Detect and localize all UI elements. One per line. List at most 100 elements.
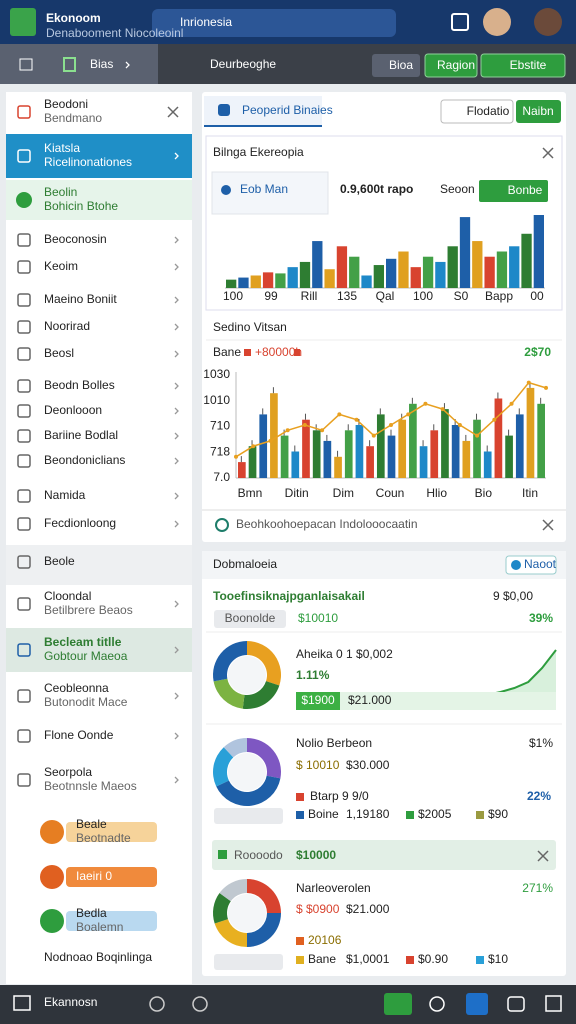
chevron bbox=[125, 61, 130, 69]
doc-icon[interactable] bbox=[63, 57, 76, 72]
bar bbox=[238, 277, 249, 288]
avatar[interactable] bbox=[483, 8, 511, 36]
menu-label[interactable]: Nodnoao Boqinlinga bbox=[44, 950, 152, 964]
home-icon[interactable] bbox=[13, 995, 31, 1011]
chevron bbox=[174, 382, 179, 390]
menu-sublabel[interactable]: Beotnadte bbox=[76, 831, 131, 845]
footer-text: Beohkoohoepacan Indolooocaatin bbox=[236, 517, 418, 531]
legend-swatch bbox=[294, 349, 300, 356]
breadcrumb[interactable]: Bias bbox=[90, 57, 113, 71]
toolbar-button[interactable] bbox=[372, 54, 420, 77]
nav-icon[interactable] bbox=[429, 996, 445, 1012]
menu-sublabel[interactable]: Butonodit Mace bbox=[44, 695, 128, 709]
toolbar-button-label[interactable]: Bioa bbox=[389, 58, 413, 72]
close-icon[interactable] bbox=[537, 850, 549, 862]
bar bbox=[312, 241, 323, 288]
trend-point bbox=[544, 385, 548, 390]
menu-label[interactable]: Bariine Bodlal bbox=[44, 428, 118, 442]
donut-segment bbox=[223, 738, 247, 758]
menu-label[interactable]: Beoconosin bbox=[44, 232, 107, 246]
close-icon[interactable] bbox=[542, 519, 554, 531]
menu-icon bbox=[17, 293, 31, 307]
menu-label[interactable]: Seorpola bbox=[44, 765, 92, 779]
menu-label[interactable]: Bedla bbox=[76, 906, 107, 920]
menu-icon bbox=[17, 773, 31, 787]
avatar[interactable] bbox=[534, 8, 562, 36]
menu-label[interactable]: Fecdionloong bbox=[44, 516, 116, 530]
menu-icon bbox=[17, 429, 31, 443]
menu-label[interactable]: Beolin bbox=[44, 185, 77, 199]
toolbar-button[interactable] bbox=[480, 53, 566, 78]
bar bbox=[280, 435, 289, 478]
menu-sublabel[interactable]: Beotnnsle Maeos bbox=[44, 779, 137, 793]
bar bbox=[537, 403, 545, 478]
menu-sublabel[interactable]: Bohicin Btohe bbox=[44, 199, 118, 213]
summary-heading: Tooefinsiknajpganlaisakail bbox=[213, 589, 365, 603]
chevron bbox=[174, 263, 179, 271]
nav-icon[interactable] bbox=[507, 996, 525, 1012]
close-icon[interactable] bbox=[167, 106, 179, 118]
bar bbox=[336, 246, 348, 288]
menu-icon bbox=[17, 404, 31, 418]
button-label[interactable]: Naibn bbox=[522, 104, 553, 118]
button-label[interactable]: Flodatio bbox=[467, 104, 510, 118]
nav-icon[interactable] bbox=[149, 996, 165, 1012]
nav-icon[interactable] bbox=[192, 996, 208, 1012]
donut-segment bbox=[212, 893, 231, 924]
donut-hole bbox=[228, 753, 266, 791]
menu-label[interactable]: Iaeiri 0 bbox=[76, 869, 112, 883]
chevron bbox=[174, 350, 179, 358]
menu-label[interactable]: Beosl bbox=[44, 346, 74, 360]
menu-sublabel[interactable]: Betilbrere Beaos bbox=[44, 603, 133, 617]
menu-label[interactable]: Maeino Boniit bbox=[44, 292, 117, 306]
menu-label[interactable]: Beole bbox=[44, 554, 75, 568]
bar bbox=[459, 217, 471, 288]
home-icon[interactable] bbox=[19, 58, 33, 71]
tab-label[interactable]: Peoperid Binaies bbox=[242, 103, 333, 117]
menu-label[interactable]: Beale bbox=[76, 817, 107, 831]
nav-button[interactable] bbox=[384, 993, 412, 1015]
filter-label[interactable]: Boonolde bbox=[225, 611, 276, 625]
menu-label[interactable]: Flone Oonde bbox=[44, 728, 114, 742]
donut-segment bbox=[213, 747, 234, 787]
chevron bbox=[174, 457, 179, 465]
menu-sublabel[interactable]: Bendmano bbox=[44, 111, 102, 125]
menu-label[interactable]: Beondoniclians bbox=[44, 453, 125, 467]
menu-sublabel[interactable]: Gobtour Maeoa bbox=[44, 649, 128, 663]
menu-label[interactable]: Deonlooon bbox=[44, 403, 102, 417]
menu-label[interactable]: Cloondal bbox=[44, 589, 91, 603]
bar bbox=[238, 462, 246, 478]
nav-button[interactable] bbox=[466, 993, 488, 1015]
menu-label[interactable]: Noorirad bbox=[44, 319, 90, 333]
button[interactable] bbox=[440, 99, 514, 124]
search-box[interactable] bbox=[152, 9, 396, 37]
bottom-title[interactable]: Ekannosn bbox=[44, 995, 97, 1009]
chart-button-label[interactable]: Bonbe bbox=[508, 183, 543, 197]
chart-button[interactable] bbox=[479, 180, 548, 202]
search-text[interactable]: Inrionesia bbox=[180, 15, 232, 29]
menu-label[interactable]: Namida bbox=[44, 488, 86, 502]
trend-point bbox=[320, 428, 325, 433]
sidebar bbox=[6, 92, 192, 984]
menu-label[interactable]: Keoim bbox=[44, 259, 78, 273]
chevron bbox=[174, 432, 179, 440]
menu-sublabel[interactable]: Boalemn bbox=[76, 920, 123, 934]
edit-icon[interactable] bbox=[451, 13, 469, 31]
filter[interactable] bbox=[214, 610, 286, 628]
menu-sublabel[interactable]: Ricelinonationes bbox=[44, 155, 132, 169]
nav-icon[interactable] bbox=[545, 995, 562, 1012]
menu-label[interactable]: Ceobleonna bbox=[44, 681, 109, 695]
button[interactable] bbox=[516, 100, 561, 123]
menu-label[interactable]: Beodn Bolles bbox=[44, 378, 115, 392]
menu-label[interactable]: Beodoni bbox=[44, 97, 88, 111]
close-icon[interactable] bbox=[542, 147, 554, 159]
bar bbox=[287, 267, 298, 288]
toolbar-button-label[interactable]: Ebstite bbox=[510, 58, 547, 72]
toolbar-button[interactable] bbox=[424, 53, 478, 78]
menu-label[interactable]: Kiatsla bbox=[44, 141, 80, 155]
bar bbox=[344, 430, 353, 478]
summary-pct: 39% bbox=[529, 611, 553, 625]
menu-label[interactable]: Becleam titlle bbox=[44, 635, 122, 649]
toolbar-button-label[interactable]: Ragion bbox=[437, 58, 475, 72]
